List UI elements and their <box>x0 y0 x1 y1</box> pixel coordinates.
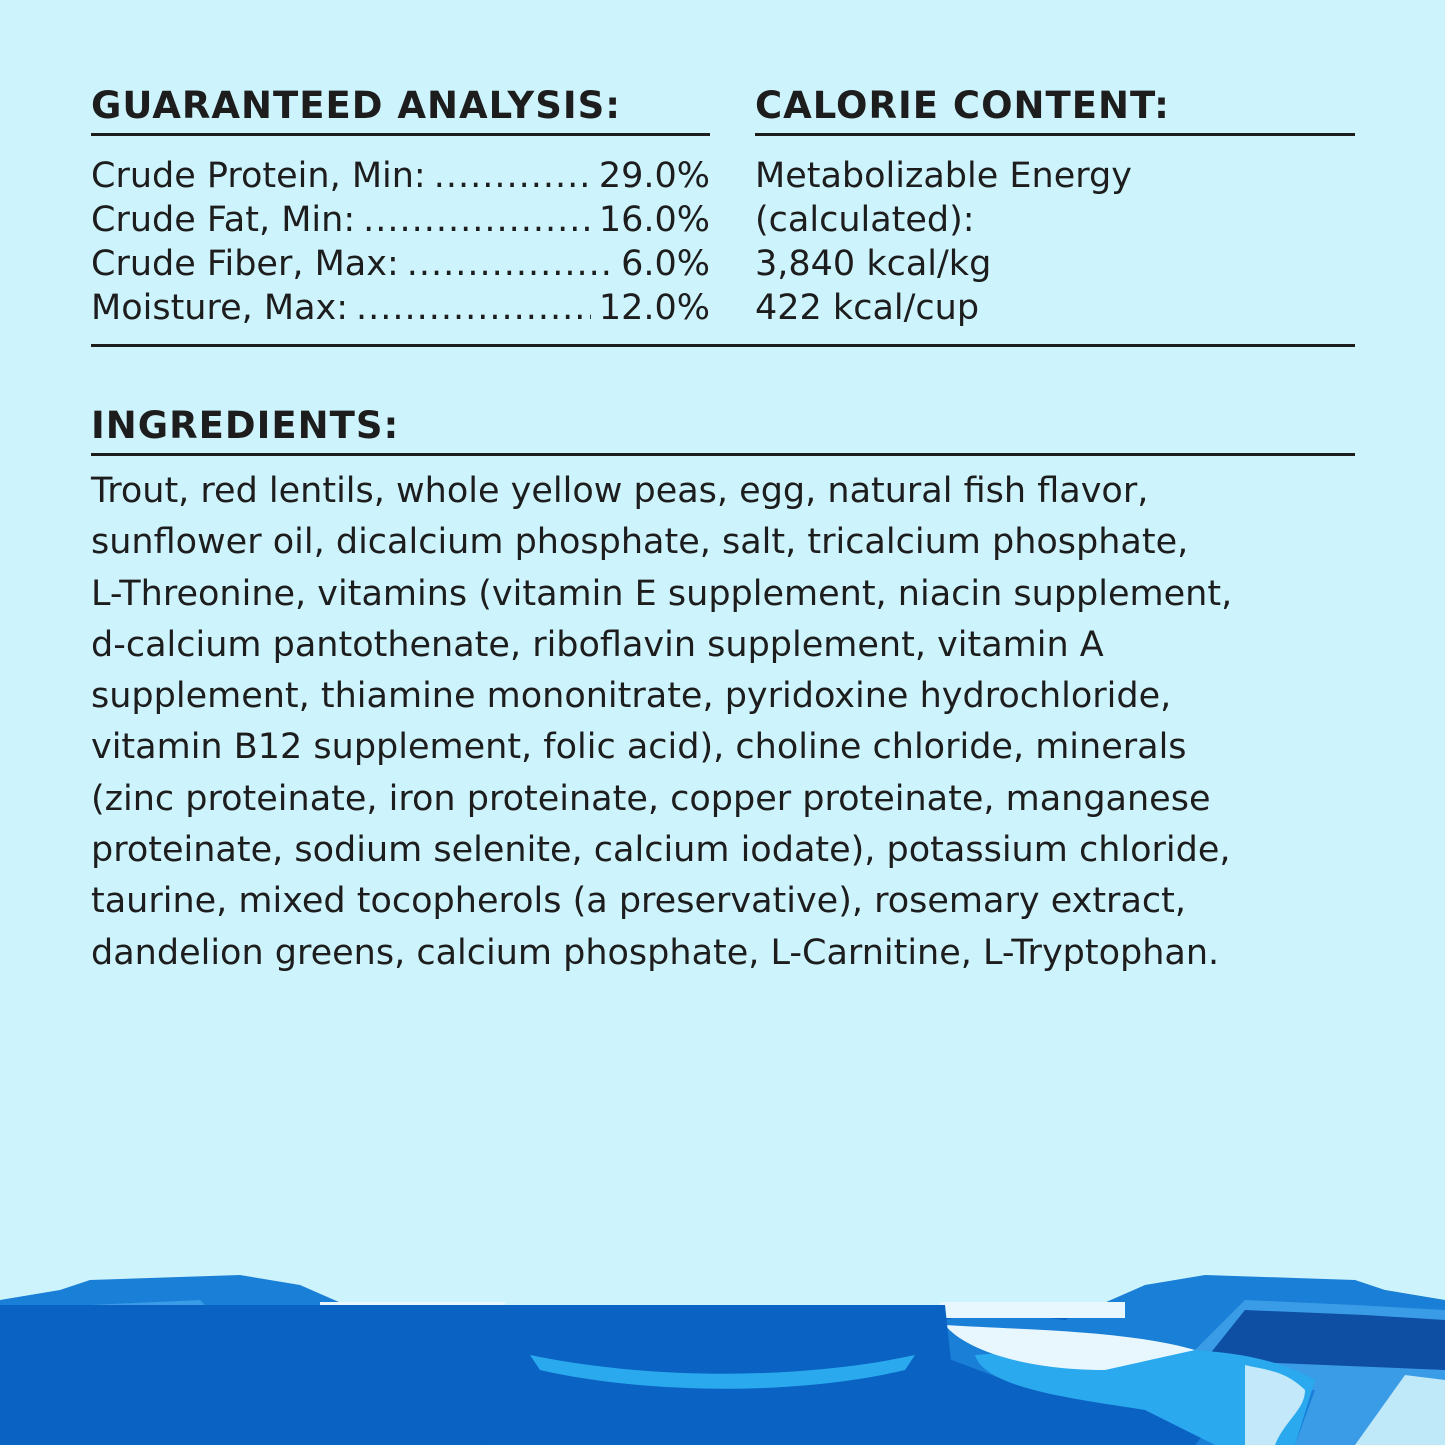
ingredients-line: dandelion greens, calcium phosphate, L-C… <box>91 932 1220 973</box>
analysis-value: 29.0% <box>598 156 710 196</box>
analysis-row: Crude Protein, Min: 29.0% <box>91 154 710 198</box>
analysis-label: Crude Protein, Min: <box>91 156 426 196</box>
divider <box>91 133 710 136</box>
divider <box>91 453 1355 456</box>
ingredients-line: (zinc proteinate, iron proteinate, coppe… <box>91 778 1211 819</box>
calorie-content-title: CALORIE CONTENT: <box>755 84 1170 127</box>
ingredients-line: taurine, mixed tocopherols (a preservati… <box>91 881 1186 922</box>
ingredients-title: INGREDIENTS: <box>91 404 400 447</box>
section-divider <box>91 344 1355 347</box>
analysis-row: Crude Fiber, Max: 6.0% <box>91 242 710 286</box>
ingredients-line: Trout, red lentils, whole yellow peas, e… <box>91 471 1149 511</box>
analysis-label: Crude Fiber, Max: <box>91 244 399 284</box>
analysis-label: Crude Fat, Min: <box>91 200 356 240</box>
guaranteed-analysis-section: GUARANTEED ANALYSIS: Crude Protein, Min:… <box>91 84 710 330</box>
ingredients-line: proteinate, sodium selenite, calcium iod… <box>91 830 1231 871</box>
ingredients-line: supplement, thiamine mononitrate, pyrido… <box>91 676 1172 717</box>
calorie-line: Metabolizable Energy <box>755 156 1132 196</box>
divider <box>755 133 1355 136</box>
dot-leader <box>407 242 613 286</box>
dot-leader <box>363 198 591 242</box>
ingredients-section: INGREDIENTS: Trout, red lentils, whole y… <box>91 404 1355 979</box>
calorie-line: 422 kcal/cup <box>755 288 980 328</box>
analysis-row: Crude Fat, Min: 16.0% <box>91 198 710 242</box>
analysis-value: 12.0% <box>598 288 710 328</box>
guaranteed-analysis-title: GUARANTEED ANALYSIS: <box>91 84 622 127</box>
analysis-value: 6.0% <box>621 244 710 284</box>
ingredients-line: L-Threonine, vitamins (vitamin E supplem… <box>91 573 1233 614</box>
ingredients-line: d-calcium pantothenate, riboflavin suppl… <box>91 624 1104 665</box>
ingredients-line: vitamin B12 supplement, folic acid), cho… <box>91 727 1187 768</box>
calorie-line: 3,840 kcal/kg <box>755 244 992 284</box>
arctic-landscape-illustration <box>0 1275 1445 1445</box>
dot-leader <box>356 286 591 330</box>
analysis-row: Moisture, Max: 12.0% <box>91 286 710 330</box>
calorie-line: (calculated): <box>755 200 975 240</box>
dot-leader <box>434 154 591 198</box>
ingredients-line: sunflower oil, dicalcium phosphate, salt… <box>91 522 1189 563</box>
calorie-content-section: CALORIE CONTENT: Metabolizable Energy (ca… <box>755 84 1355 330</box>
analysis-label: Moisture, Max: <box>91 288 349 328</box>
analysis-value: 16.0% <box>598 200 710 240</box>
